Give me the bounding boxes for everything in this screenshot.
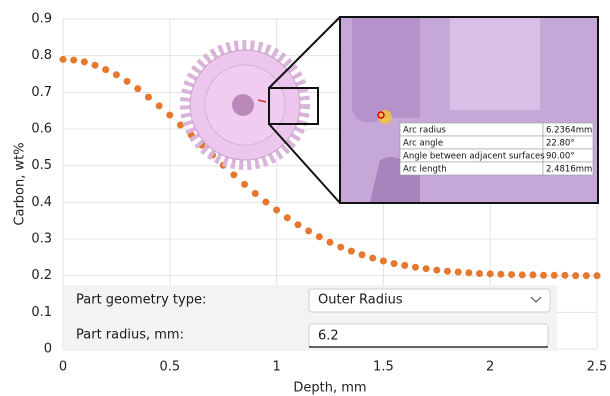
data-point <box>284 214 291 221</box>
data-point <box>497 271 504 278</box>
y-tick-label: 0.1 <box>31 305 52 320</box>
data-point <box>423 265 430 272</box>
field-label: Part radius, mm: <box>76 328 184 343</box>
data-point <box>273 207 280 214</box>
data-point <box>529 271 536 278</box>
data-point <box>583 272 590 279</box>
data-point <box>124 78 131 85</box>
data-point <box>380 258 387 265</box>
data-point <box>359 251 366 258</box>
data-point <box>241 181 248 188</box>
data-point <box>305 227 312 234</box>
data-point <box>412 264 419 271</box>
data-point <box>166 112 173 119</box>
data-point <box>348 248 355 255</box>
data-point <box>594 272 601 279</box>
x-tick-label: 1 <box>272 360 280 375</box>
table-value: 22.80° <box>546 139 575 149</box>
data-point <box>476 270 483 277</box>
data-point <box>572 272 579 279</box>
table-value: 90.00° <box>546 152 575 162</box>
y-tick-label: 0 <box>44 342 52 357</box>
y-tick-label: 0.4 <box>31 195 52 210</box>
data-point <box>145 94 152 101</box>
table-label: Arc angle <box>403 139 443 149</box>
x-tick-label: 2 <box>486 360 494 375</box>
table-value: 2.4816mm <box>546 165 592 175</box>
data-point <box>262 198 269 205</box>
data-point <box>433 267 440 274</box>
data-point <box>134 85 141 92</box>
data-point <box>81 58 88 65</box>
data-point <box>391 260 398 267</box>
data-point <box>92 62 99 69</box>
form-panel: Part geometry type: Outer Radius Part ra… <box>63 285 557 351</box>
field-label: Part geometry type: <box>76 293 206 308</box>
data-point <box>60 56 67 63</box>
data-point <box>102 66 109 73</box>
text-input[interactable] <box>309 324 548 347</box>
data-point <box>540 272 547 279</box>
table-label: Arc radius <box>403 126 446 136</box>
data-point <box>337 244 344 251</box>
y-tick-label: 0.6 <box>31 122 52 137</box>
data-point <box>444 268 451 275</box>
y-tick-label: 0.2 <box>31 268 52 283</box>
data-point <box>487 270 494 277</box>
input-value[interactable]: 6.2 <box>318 329 339 344</box>
gear-image <box>185 17 340 203</box>
x-tick-label: 0 <box>59 360 67 375</box>
data-point <box>551 272 558 279</box>
data-point <box>401 262 408 269</box>
data-point <box>561 272 568 279</box>
dropdown-value[interactable]: Outer Radius <box>318 293 403 308</box>
y-tick-label: 0.8 <box>31 48 52 63</box>
data-point <box>465 269 472 276</box>
data-point <box>252 190 259 197</box>
y-tick-label: 0.3 <box>31 232 52 247</box>
data-point <box>156 102 163 109</box>
table-value: 6.2364mm <box>546 126 592 136</box>
chart: 0 0.1 0.2 0.3 0.4 0.5 0.6 0.7 0.8 0.9 0 0.5 1 1.5 2 2.5… <box>0 0 610 396</box>
data-point <box>455 269 462 276</box>
y-tick-label: 0.5 <box>31 158 52 173</box>
x-tick-label: 2.5 <box>587 360 608 375</box>
y-tick-label: 0.7 <box>31 85 52 100</box>
data-point <box>316 233 323 240</box>
table-label: Arc length <box>403 165 447 175</box>
y-axis-label: Carbon, wt% <box>13 142 28 225</box>
data-point <box>519 271 526 278</box>
data-point <box>113 71 120 78</box>
data-point <box>327 239 334 246</box>
x-axis-label: Depth, mm <box>293 381 366 396</box>
data-point <box>508 271 515 278</box>
measurement-table: Arc radius 6.2364mm Arc angle 22.80°Angle b… <box>400 123 593 175</box>
data-point <box>369 255 376 262</box>
x-tick-label: 0.5 <box>159 360 180 375</box>
x-tick-label: 1.5 <box>373 360 394 375</box>
data-point <box>70 57 77 64</box>
data-point <box>294 221 301 228</box>
table-label: Angle between adjacent surfaces <box>403 152 545 162</box>
y-tick-label: 0.9 <box>31 12 52 27</box>
data-point <box>230 171 237 178</box>
